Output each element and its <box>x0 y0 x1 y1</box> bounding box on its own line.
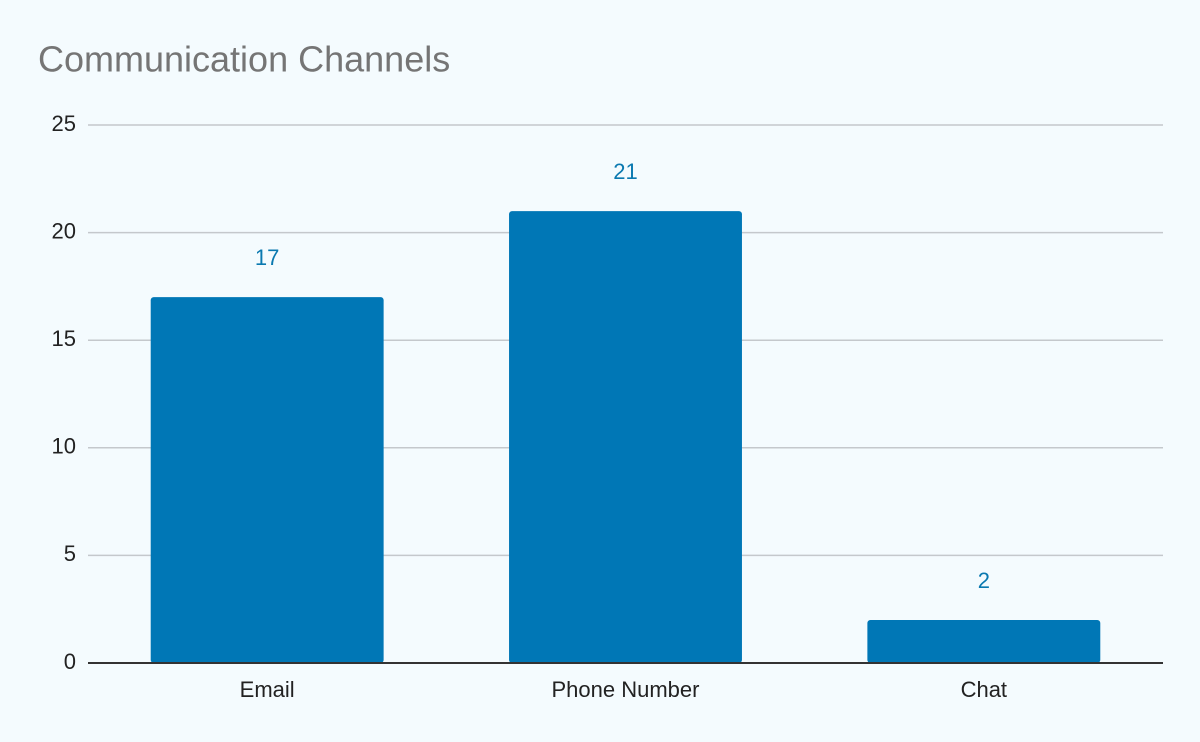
y-tick-label: 0 <box>64 649 76 674</box>
bar <box>867 619 1101 663</box>
bar <box>509 211 742 663</box>
x-tick-label: Email <box>240 677 295 702</box>
chart-title: Communication Channels <box>38 39 450 80</box>
bar <box>150 297 384 663</box>
y-tick-label: 10 <box>52 434 76 459</box>
data-label: 17 <box>255 245 279 270</box>
data-label: 21 <box>613 159 637 184</box>
y-tick-label: 15 <box>52 326 76 351</box>
data-label: 2 <box>978 568 990 593</box>
y-tick-label: 20 <box>52 218 76 243</box>
y-tick-label: 25 <box>52 111 76 136</box>
x-tick-label: Chat <box>961 677 1007 702</box>
y-tick-label: 5 <box>64 541 76 566</box>
x-tick-label: Phone Number <box>552 677 700 702</box>
